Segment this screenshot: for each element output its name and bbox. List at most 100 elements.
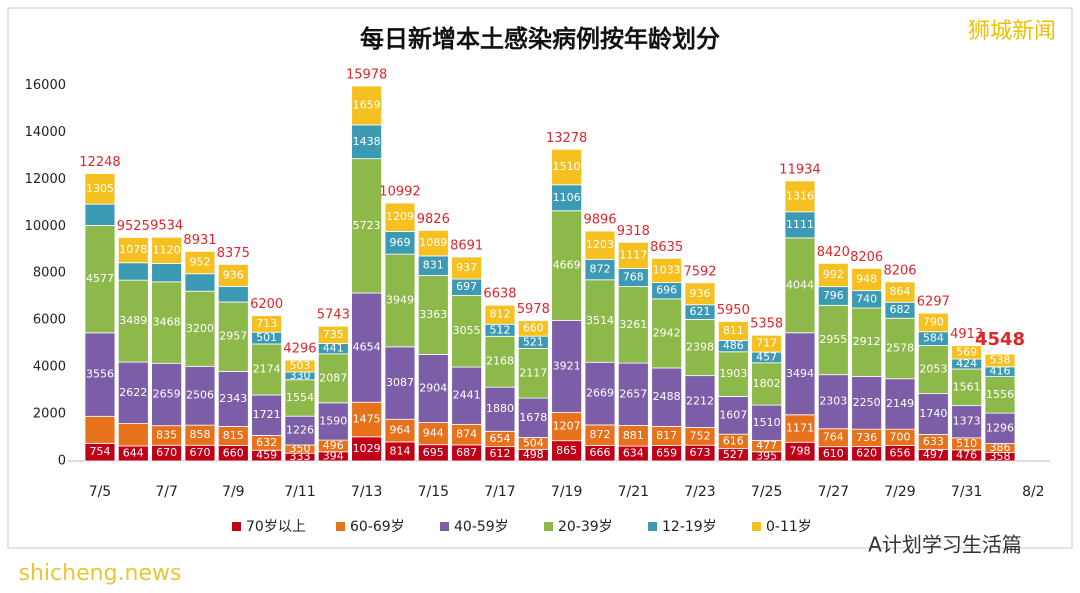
data-label: 1305	[86, 182, 114, 195]
total-label: 4296	[283, 342, 316, 357]
x-tick-label: 7/11	[284, 484, 315, 500]
bar-segment	[151, 362, 183, 427]
data-label: 952	[189, 256, 210, 269]
data-label: 1607	[719, 408, 747, 421]
total-label: 11934	[779, 162, 820, 177]
data-label: 1029	[353, 442, 381, 455]
data-label: 503	[289, 359, 310, 372]
chart-title: 每日新增本土感染病例按年龄划分	[360, 25, 720, 53]
brand: 狮城新闻	[968, 19, 1056, 44]
x-tick-label: 7/31	[951, 484, 982, 500]
bar-segment	[217, 264, 249, 287]
x-tick-label: 7/23	[684, 484, 715, 500]
bar-segment	[551, 210, 583, 321]
data-label: 717	[756, 337, 777, 350]
data-label: 621	[689, 305, 710, 318]
total-label: 5978	[517, 302, 550, 317]
bar-segment	[317, 325, 349, 344]
bar-segment	[651, 367, 683, 427]
bar-segment	[784, 180, 816, 213]
data-label: 815	[223, 429, 244, 442]
bar-segment	[517, 348, 549, 399]
bar-segment	[551, 148, 583, 186]
x-tick-label: 7/13	[351, 484, 382, 500]
total-label: 5950	[717, 303, 750, 318]
data-label: 670	[156, 446, 177, 459]
data-label: 2659	[153, 387, 181, 400]
bar-segment	[117, 361, 149, 424]
data-label: 634	[623, 447, 644, 460]
bar-segment	[484, 386, 516, 432]
bar-segment	[451, 294, 483, 368]
x-tick-label: 7/29	[884, 484, 915, 500]
total-label: 8931	[183, 233, 216, 248]
bar-segment	[984, 376, 1016, 414]
bar-segment	[251, 343, 283, 396]
y-tick-label: 2000	[33, 407, 66, 422]
data-label: 477	[756, 439, 777, 452]
bar-segment	[184, 250, 216, 275]
bar-segment	[384, 253, 416, 348]
data-label: 670	[189, 446, 210, 459]
total-label: 9896	[583, 213, 616, 228]
data-label: 1209	[386, 210, 414, 223]
bar-segment	[684, 375, 716, 428]
bar-segment	[284, 359, 316, 373]
legend-label: 20-39岁	[558, 519, 613, 535]
data-label: 4669	[553, 259, 581, 272]
bar-segment	[751, 334, 783, 353]
data-label: 713	[256, 317, 277, 330]
legend-swatch	[544, 522, 553, 531]
data-label: 2488	[653, 390, 681, 403]
total-label: 4913	[950, 327, 983, 342]
data-label: 2957	[219, 330, 247, 343]
legend-swatch	[752, 522, 761, 531]
data-label: 814	[389, 444, 410, 457]
data-label: 459	[256, 449, 277, 462]
data-label: 835	[156, 428, 177, 441]
bar-segment	[84, 173, 116, 205]
bar-segment	[151, 263, 183, 283]
data-label: 798	[789, 445, 810, 458]
data-label: 937	[456, 261, 477, 274]
bar-segment	[451, 366, 483, 425]
bar-segment	[751, 404, 783, 441]
data-label: 486	[723, 339, 744, 352]
total-label: 15978	[346, 67, 387, 82]
bar-segment	[417, 229, 449, 257]
bar-segment	[851, 268, 883, 292]
bar-segment	[484, 304, 516, 325]
data-label: 881	[623, 429, 644, 442]
total-label: 9826	[417, 212, 450, 227]
data-label: 700	[889, 430, 910, 443]
x-tick-label: 7/9	[222, 484, 245, 500]
data-label: 2053	[919, 363, 947, 376]
data-label: 3363	[419, 308, 447, 321]
bar-segment	[951, 368, 983, 407]
data-label: 831	[423, 259, 444, 272]
x-tick-label: 7/19	[551, 484, 582, 500]
data-label: 527	[723, 448, 744, 461]
data-label: 1556	[986, 388, 1014, 401]
data-label: 3949	[386, 293, 414, 306]
bar-segment	[917, 393, 949, 435]
data-label: 2912	[853, 335, 881, 348]
bar-segment	[217, 370, 249, 427]
data-label: 1880	[486, 402, 514, 415]
bar-segment	[284, 415, 316, 446]
data-label: 2669	[586, 387, 614, 400]
data-label: 1510	[753, 416, 781, 429]
bar-segment	[384, 202, 416, 232]
data-label: 660	[223, 446, 244, 459]
data-label: 944	[423, 427, 444, 440]
bar-segment	[584, 279, 616, 363]
data-label: 538	[989, 354, 1010, 367]
data-label: 1203	[586, 238, 614, 251]
legend-label: 70岁以上	[246, 519, 306, 535]
bar-segment	[817, 304, 849, 376]
data-label: 2343	[219, 392, 247, 405]
data-label: 5723	[353, 219, 381, 232]
total-label: 6638	[483, 287, 516, 302]
data-label: 964	[389, 424, 410, 437]
bar-segment	[317, 353, 349, 404]
